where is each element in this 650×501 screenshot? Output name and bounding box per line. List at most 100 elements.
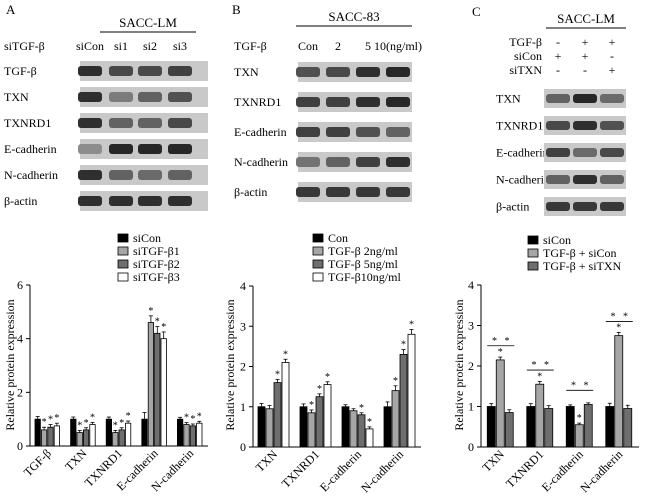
significance-star: * bbox=[623, 311, 628, 322]
bar bbox=[407, 333, 416, 448]
y-tick-label: 4 bbox=[17, 332, 23, 346]
blot-band bbox=[109, 92, 133, 102]
bar bbox=[112, 432, 119, 447]
blot-band bbox=[109, 196, 133, 206]
legend-swatch bbox=[117, 272, 129, 282]
blot-band bbox=[600, 202, 624, 211]
blot-strip bbox=[298, 122, 412, 142]
legend-swatch bbox=[527, 261, 539, 271]
significance-star: * bbox=[126, 411, 131, 422]
significance-star: * bbox=[90, 412, 95, 423]
significance-star: * bbox=[492, 336, 497, 347]
lane-label: si2 bbox=[143, 39, 157, 53]
blot-band bbox=[168, 144, 192, 154]
bar bbox=[189, 425, 196, 447]
bar bbox=[83, 429, 90, 447]
significance-star: * bbox=[409, 319, 414, 330]
bar bbox=[383, 406, 392, 448]
y-tick-label: 2 bbox=[468, 359, 474, 373]
blot-band bbox=[138, 118, 162, 128]
blot-row-label: N-cadherin bbox=[234, 155, 288, 169]
legend-swatch bbox=[117, 233, 129, 243]
y-axis-label: Relative protein expression bbox=[452, 299, 466, 430]
blot-row-label: TXNRD1 bbox=[234, 95, 281, 109]
blot-band bbox=[546, 202, 570, 211]
blot-band bbox=[573, 202, 597, 211]
bar bbox=[623, 408, 633, 448]
legend-swatch bbox=[117, 246, 129, 256]
bar bbox=[526, 406, 536, 448]
blot-band bbox=[326, 127, 350, 137]
y-tick-label: 0 bbox=[468, 440, 474, 454]
significance-star: * bbox=[325, 372, 330, 383]
significance-star: * bbox=[537, 371, 542, 382]
blot-band bbox=[168, 92, 192, 102]
significance-star: * bbox=[359, 403, 364, 414]
blot-band bbox=[326, 67, 350, 77]
bar bbox=[154, 332, 161, 447]
blot-band bbox=[386, 127, 410, 137]
panel-letter: B bbox=[232, 2, 241, 17]
significance-star: * bbox=[190, 414, 195, 425]
bar bbox=[70, 418, 77, 447]
significance-star: * bbox=[577, 413, 582, 424]
y-tick-label: 1 bbox=[468, 400, 474, 414]
significance-star: * bbox=[161, 322, 166, 333]
blot-row-label: TXN bbox=[496, 92, 521, 106]
bar bbox=[504, 412, 514, 448]
legend-label: TGF-β + siCon bbox=[543, 246, 617, 260]
legend-label: TGF-β 2ng/ml bbox=[328, 244, 398, 258]
blot-band bbox=[546, 94, 570, 103]
significance-star: * bbox=[77, 420, 82, 431]
significance-star: * bbox=[610, 311, 615, 322]
significance-star: * bbox=[155, 317, 160, 328]
blot-band bbox=[600, 175, 624, 184]
blot-band bbox=[600, 94, 624, 103]
y-tick-label: 3 bbox=[468, 319, 474, 333]
lane-label: si3 bbox=[173, 39, 187, 53]
condition-mark: - bbox=[556, 35, 560, 49]
cell-line-label: SACC-LM bbox=[119, 15, 177, 30]
x-tick-label: TXN bbox=[480, 447, 508, 475]
blot-band bbox=[356, 97, 380, 107]
lane-label: 10(ng/ml) bbox=[374, 39, 422, 53]
blot-band bbox=[356, 127, 380, 137]
bar bbox=[257, 406, 266, 448]
blot-band bbox=[573, 121, 597, 130]
significance-star: * bbox=[84, 418, 89, 429]
cell-line-label: SACC-83 bbox=[328, 9, 379, 24]
y-tick-label: 3 bbox=[240, 319, 246, 333]
blot-band bbox=[546, 121, 570, 130]
blot-band bbox=[138, 92, 162, 102]
blot-band bbox=[573, 148, 597, 157]
condition-label: siCon bbox=[514, 49, 542, 63]
y-tick-label: 6 bbox=[17, 278, 23, 292]
significance-star: * bbox=[113, 420, 118, 431]
bar bbox=[118, 429, 125, 447]
blot-band bbox=[78, 92, 102, 102]
x-tick-label: N-cadherin bbox=[358, 447, 406, 495]
legend-swatch bbox=[527, 248, 539, 258]
bar bbox=[89, 424, 96, 447]
blot-band bbox=[356, 67, 380, 77]
blot-row-label: β-actin bbox=[496, 200, 529, 214]
significance-star: * bbox=[571, 380, 576, 391]
blot-row-label: TGF-β bbox=[4, 64, 37, 78]
bar bbox=[349, 410, 358, 448]
bar bbox=[41, 429, 48, 447]
legend-label: siTGF-β1 bbox=[133, 244, 180, 258]
blot-band bbox=[138, 66, 162, 76]
bar bbox=[76, 432, 83, 447]
blot-band bbox=[546, 148, 570, 157]
significance-star: * bbox=[498, 347, 503, 358]
condition-mark: + bbox=[555, 49, 562, 63]
blot-row-label: β-actin bbox=[4, 194, 37, 208]
blot-band bbox=[296, 127, 320, 137]
blot-band bbox=[168, 170, 192, 180]
x-tick-label: TXN bbox=[62, 446, 90, 474]
blot-band bbox=[109, 66, 133, 76]
blot-row-label: β-actin bbox=[234, 185, 267, 199]
significance-star: * bbox=[616, 322, 621, 333]
condition-mark: - bbox=[610, 49, 614, 63]
